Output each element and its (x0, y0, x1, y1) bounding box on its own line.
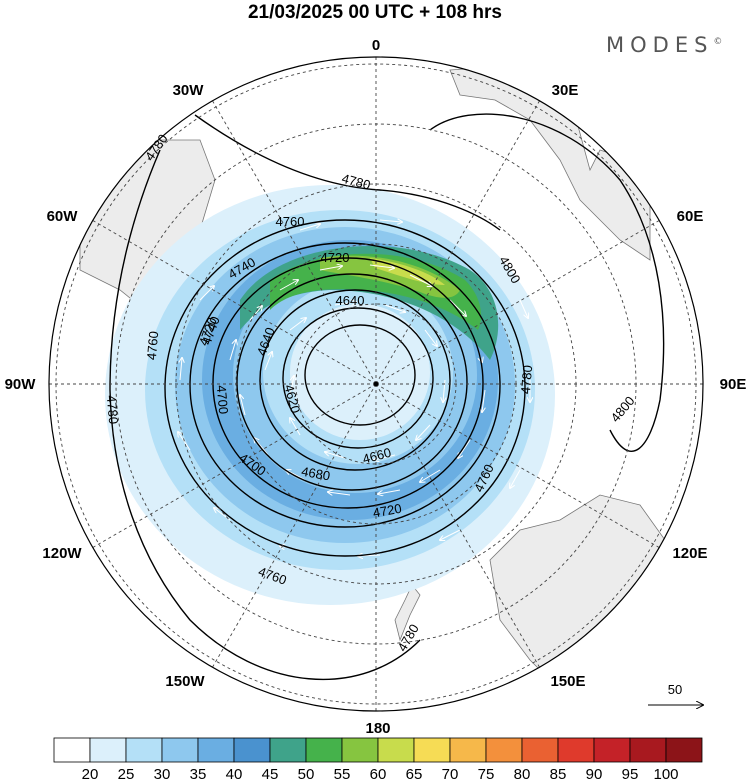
colorbar-swatch (125, 737, 163, 763)
colorbar-swatch (197, 737, 235, 763)
contour-label: 4780 (340, 171, 372, 193)
meridian-label-90e: 90E (720, 376, 747, 393)
meridian-line (210, 97, 377, 385)
colorbar-swatch (341, 737, 379, 763)
map-title: 21/03/2025 00 UTC + 108 hrs (247, 2, 503, 23)
colorbar-label: 60 (370, 766, 387, 782)
meridian-label-90w: 90W (5, 376, 37, 393)
meridian-line (89, 383, 377, 550)
colorbar-swatch (161, 737, 199, 763)
contour-label: 4760 (144, 331, 161, 361)
contour-label: 4620 (281, 383, 303, 415)
vector-reference-label: 50 (668, 682, 682, 697)
colorbar-label: 75 (478, 766, 495, 782)
colorbar-label: 85 (550, 766, 567, 782)
colorbar-label: 65 (406, 766, 423, 782)
colorbar-label: 90 (586, 766, 603, 782)
colorbar-label: 80 (514, 766, 531, 782)
colorbar-label: 100 (653, 766, 678, 782)
map-disk (49, 57, 703, 711)
colorbar-swatch (449, 737, 487, 763)
meridian-lines (49, 57, 703, 711)
colorbar-swatch (305, 737, 343, 763)
colorbar-swatch (485, 737, 523, 763)
colorbar-swatch (233, 737, 271, 763)
vector-reference: 50 (648, 682, 703, 705)
meridian-label-150e: 150E (550, 673, 585, 690)
colorbar-swatch (593, 737, 631, 763)
colorbar-label: 40 (226, 766, 243, 782)
land-new-zealand (394, 584, 421, 642)
colorbar-swatch (521, 737, 559, 763)
colorbar-swatch (269, 737, 307, 763)
colorbar-label: 95 (622, 766, 639, 782)
brand-name: MODES (606, 33, 714, 57)
meridian-label-120w: 120W (42, 545, 82, 562)
contour-label: 4720 (372, 501, 403, 521)
meridian-label-30e: 30E (552, 82, 579, 99)
meridian-line (375, 97, 542, 385)
colorbar-swatch (557, 737, 595, 763)
contour-label: 4780 (518, 365, 535, 395)
meridian-label-150w: 150W (165, 673, 205, 690)
meridian-line (89, 218, 377, 385)
contour-label: 4760 (276, 214, 305, 229)
colorbar-swatch (89, 737, 127, 763)
colorbar-label: 70 (442, 766, 459, 782)
colorbar-swatch (665, 737, 703, 763)
colorbar-label: 45 (262, 766, 279, 782)
contour-label: 4680 (300, 464, 331, 484)
colorbar-label: 35 (190, 766, 207, 782)
meridian-labels: 0 30E 60E 90E 120E 150E 180 150W 120W 90… (5, 37, 747, 737)
map-boundary (48, 56, 704, 712)
colorbar: 20 25 30 35 40 45 50 55 60 65 70 75 80 85 90 95 100 (53, 737, 703, 782)
meridian-line (375, 218, 663, 385)
meridian-line (210, 383, 377, 671)
meridian-line (375, 383, 663, 550)
copyright-mark: © (713, 37, 723, 47)
meridian-label-180: 180 (365, 720, 390, 737)
colorbar-label: 30 (154, 766, 171, 782)
contour-label: 4700 (214, 385, 231, 415)
contour-label: 4660 (361, 445, 393, 467)
meridian-label-60e: 60E (677, 208, 704, 225)
wind-speed-shading (105, 185, 555, 605)
height-contours (109, 113, 665, 680)
meridian-label-0: 0 (372, 37, 380, 54)
meridian-line (375, 383, 542, 671)
colorbar-swatch (629, 737, 667, 763)
contour-label: 4640 (336, 293, 365, 308)
colorbar-label: 25 (118, 766, 135, 782)
colorbar-swatch (377, 737, 415, 763)
contour-label: 4780 (104, 395, 121, 425)
colorbar-swatch (413, 737, 451, 763)
meridian-label-120e: 120E (672, 545, 707, 562)
pole-marker (373, 381, 379, 387)
colorbar-label: 20 (82, 766, 99, 782)
contour-label: 4720 (321, 250, 350, 265)
brand-logo: MODES© (606, 33, 722, 57)
colorbar-label: 55 (334, 766, 351, 782)
colorbar-swatch (53, 737, 91, 763)
meridian-label-60w: 60W (47, 208, 79, 225)
colorbar-label: 50 (298, 766, 315, 782)
meridian-label-30w: 30W (173, 82, 205, 99)
